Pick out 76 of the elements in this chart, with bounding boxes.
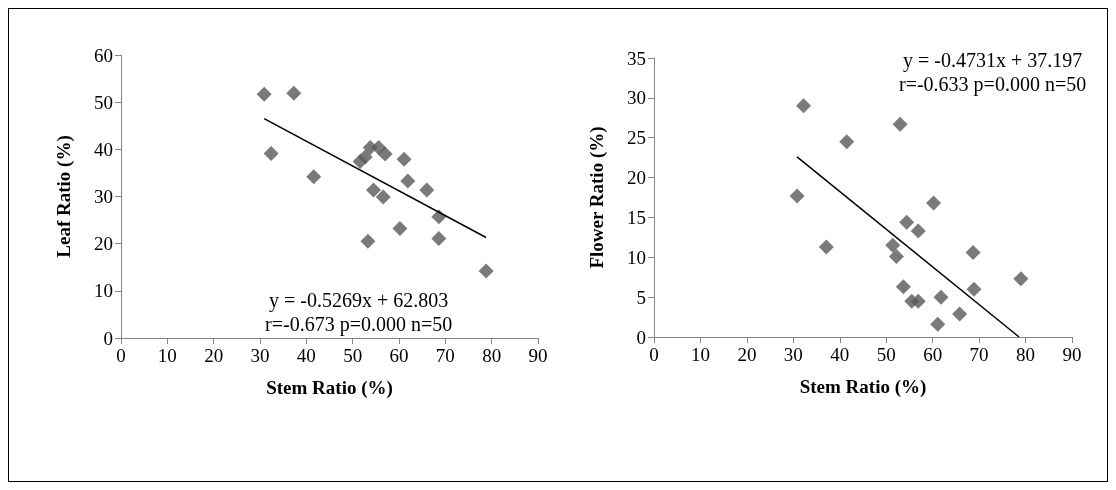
point: [899, 214, 915, 230]
y-tick-label: 20: [94, 233, 113, 255]
point: [396, 151, 412, 167]
x-tick-label: 90: [1062, 344, 1082, 365]
point: [286, 85, 302, 101]
y-tick-label: 25: [627, 127, 646, 149]
point: [419, 182, 435, 198]
point: [895, 279, 911, 295]
x-tick-label: 10: [157, 345, 177, 366]
y-axis-title: Leaf Ratio (%): [53, 135, 75, 258]
y-tick-label: 0: [103, 327, 113, 349]
x-tick-label: 90: [528, 345, 548, 366]
x-tick-label: 60: [389, 345, 409, 366]
point: [357, 149, 373, 165]
x-tick-label: 0: [116, 345, 126, 366]
x-tick-label: 70: [969, 344, 989, 365]
point: [796, 98, 812, 114]
y-tick-label: 35: [627, 47, 646, 69]
x-tick-label: 0: [649, 344, 659, 365]
x-tick-label: 20: [737, 344, 757, 365]
point: [306, 169, 322, 185]
x-tick-label: 50: [876, 344, 896, 365]
point: [1013, 271, 1029, 287]
x-tick-label: 30: [783, 344, 803, 365]
y-tick-label: 60: [94, 44, 113, 66]
point: [910, 293, 926, 309]
y-tick-label: 15: [627, 206, 646, 228]
point: [377, 146, 393, 162]
x-axis-title: Stem Ratio (%): [266, 377, 393, 399]
x-tick-label: 10: [690, 344, 710, 365]
point: [818, 239, 834, 255]
x-tick-label: 20: [204, 345, 224, 366]
y-tick-label: 30: [627, 87, 646, 109]
point: [930, 316, 946, 332]
point: [892, 116, 908, 132]
x-tick-label: 60: [923, 344, 943, 365]
x-tick-label: 30: [250, 345, 270, 366]
y-axis-title: Flower Ratio (%): [586, 126, 608, 269]
point: [375, 189, 391, 205]
point: [888, 248, 904, 264]
annotation: r=-0.673 p=0.000 n=50: [265, 312, 453, 336]
y-tick-label: 20: [627, 167, 646, 189]
y-tick-label: 5: [636, 286, 646, 308]
y-tick-label: 30: [94, 186, 113, 207]
point: [366, 182, 382, 198]
point: [789, 188, 805, 204]
point: [966, 281, 982, 297]
point: [885, 237, 901, 253]
point: [392, 221, 408, 237]
point: [910, 223, 926, 239]
x-tick-label: 40: [296, 345, 316, 366]
x-tick-label: 70: [435, 345, 455, 366]
point: [256, 86, 272, 102]
x-tick-label: 50: [343, 345, 363, 366]
point: [839, 134, 855, 150]
point: [933, 289, 949, 305]
point: [478, 263, 494, 279]
annotation: y = -0.5269x + 62.803: [269, 288, 449, 312]
point: [360, 233, 376, 249]
point: [400, 173, 416, 189]
x-tick-label: 40: [830, 344, 850, 365]
annotation: r=-0.633 p=0.000 n=50: [898, 72, 1087, 96]
y-tick-label: 50: [94, 91, 113, 113]
x-axis-title: Stem Ratio (%): [799, 376, 927, 398]
annotation: y = -0.4731x + 37.197: [902, 48, 1083, 72]
y-tick-label: 10: [94, 280, 113, 302]
point: [431, 230, 447, 246]
x-tick-label: 80: [482, 345, 502, 366]
point: [263, 146, 279, 162]
y-tick-label: 0: [636, 326, 646, 348]
y-tick-label: 10: [627, 246, 646, 268]
point: [952, 306, 968, 322]
y-tick-label: 40: [94, 138, 113, 160]
x-tick-label: 80: [1016, 344, 1036, 365]
point: [926, 195, 942, 211]
point: [965, 245, 981, 260]
